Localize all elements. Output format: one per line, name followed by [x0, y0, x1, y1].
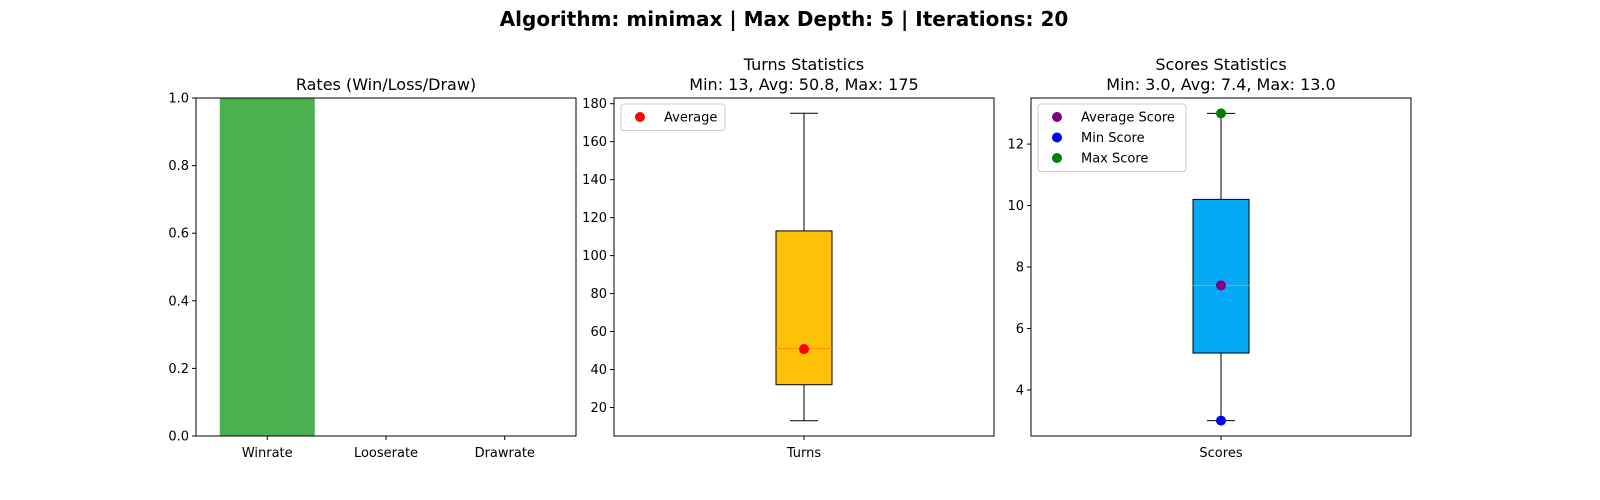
turns-ytick-label: 140	[582, 173, 607, 188]
turns-ytick-label: 160	[582, 135, 607, 150]
turns-ytick-label: 120	[582, 211, 607, 226]
turns-axes: 20 40 60 80 100 120 140 160 180 Turns	[582, 97, 821, 461]
turns-ytick-label: 180	[582, 97, 607, 112]
rates-xtick-label: Winrate	[242, 446, 293, 461]
scores-point-min-score	[1216, 415, 1226, 426]
rates-title: Rates (Win/Loss/Draw)	[296, 75, 476, 94]
scores-legend-label: Max Score	[1081, 152, 1148, 167]
scores-xtick-label: Scores	[1199, 446, 1242, 461]
scores-ytick-label: 10	[1007, 199, 1024, 214]
scores-marks	[1192, 108, 1250, 426]
rates-xtick-label: Looserate	[354, 446, 418, 461]
rates-ytick-label: 0.2	[168, 362, 189, 377]
turns-panel: Turns Statistics Min: 13, Avg: 50.8, Max…	[582, 55, 995, 461]
rates-ytick-label: 0.4	[168, 294, 189, 309]
turns-ytick-label: 40	[590, 363, 607, 378]
scores-panel: Scores Statistics Min: 3.0, Avg: 7.4, Ma…	[1007, 55, 1412, 461]
rates-xtick-label: Drawrate	[475, 446, 535, 461]
rates-ytick-label: 0.8	[168, 159, 189, 174]
turns-legend: Average	[620, 103, 726, 131]
rates-plot-frame	[195, 97, 577, 437]
scores-subtitle: Min: 3.0, Avg: 7.4, Max: 13.0	[1106, 75, 1335, 94]
turns-legend-box	[620, 103, 726, 131]
rates-ytick-label: 1.0	[168, 92, 189, 107]
scores-legend-marker	[1052, 112, 1062, 122]
turns-legend-label: Average	[664, 111, 717, 126]
turns-box	[775, 230, 833, 386]
scores-axes: 4 6 8 10 12 Scores	[1007, 138, 1242, 461]
rates-bars	[219, 98, 315, 436]
rates-axes: 0.0 0.2 0.4 0.6 0.8 1.0 Winrate Looserate Drawra…	[168, 92, 535, 462]
scores-legend-marker	[1052, 153, 1062, 163]
turns-legend-marker	[635, 112, 645, 122]
scores-ytick-label: 6	[1016, 322, 1024, 337]
turns-ytick-label: 80	[590, 287, 607, 302]
scores-point-average-score	[1216, 280, 1226, 291]
scores-legend-marker	[1052, 132, 1062, 143]
turns-ytick-label: 60	[590, 325, 607, 340]
rates-panel: Rates (Win/Loss/Draw) 0.0 0.2 0.4 0.6 0.8 1.0…	[168, 75, 577, 462]
turns-marks	[775, 112, 833, 422]
turns-subtitle: Min: 13, Avg: 50.8, Max: 175	[689, 75, 918, 94]
scores-legend-box	[1037, 103, 1187, 172]
turns-xtick-label: Turns	[786, 446, 822, 461]
turns-plot-frame	[613, 97, 995, 437]
scores-plot-frame	[1030, 97, 1412, 437]
scores-box	[1192, 198, 1250, 354]
scores-ytick-label: 12	[1007, 138, 1024, 153]
scores-ytick-label: 4	[1016, 383, 1024, 398]
rates-ytick-label: 0.0	[168, 430, 189, 445]
scores-ytick-label: 8	[1016, 261, 1024, 276]
turns-point-average	[799, 344, 809, 355]
scores-legend-label: Min Score	[1081, 131, 1145, 146]
scores-point-max-score	[1216, 108, 1226, 119]
scores-title: Scores Statistics	[1155, 55, 1286, 74]
rates-ytick-label: 0.6	[168, 227, 189, 242]
scores-legend-label: Average Score	[1081, 111, 1175, 126]
turns-title: Turns Statistics	[743, 55, 864, 74]
bar-winrate	[219, 98, 315, 436]
turns-ytick-label: 100	[582, 249, 607, 264]
turns-ytick-label: 20	[590, 401, 607, 416]
scores-legend: Average Score Min Score Max Score	[1037, 103, 1187, 172]
figure-suptitle: Algorithm: minimax | Max Depth: 5 | Iter…	[500, 7, 1069, 31]
